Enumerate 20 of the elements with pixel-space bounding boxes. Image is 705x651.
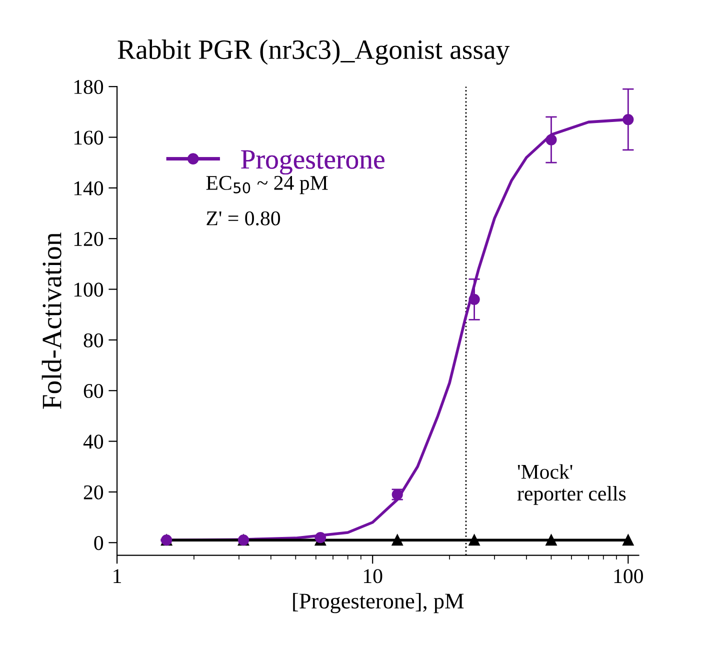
y-tick-label: 140 bbox=[74, 181, 104, 196]
chart-title: Rabbit PGR (nr3c3)_Agonist assay bbox=[118, 40, 510, 65]
y-axis-title: Fold-Activation bbox=[42, 232, 62, 409]
x-tick-label: 100 bbox=[614, 569, 643, 584]
x-tick-label: 10 bbox=[364, 569, 382, 584]
y-tick-label: 120 bbox=[74, 232, 104, 246]
x-axis-title: [Progesterone], pM bbox=[293, 592, 464, 614]
y-tick-label: 80 bbox=[84, 333, 104, 348]
y-tick-label: 0 bbox=[94, 536, 104, 550]
series-label: 'Mock' reporter cells bbox=[517, 464, 626, 505]
y-tick-label: 60 bbox=[84, 384, 104, 398]
legend-label: Progesterone bbox=[241, 150, 384, 175]
y-tick-label: 100 bbox=[74, 282, 104, 297]
y-tick-label: 40 bbox=[83, 434, 104, 449]
annotation: EC$_{50}$ ~ 24 pM bbox=[206, 176, 328, 194]
y-tick-label: 20 bbox=[84, 485, 104, 500]
annotation: Z' = 0.80 bbox=[206, 211, 280, 226]
y-tick-label: 160 bbox=[74, 130, 104, 145]
x-tick-label: 1 bbox=[114, 569, 121, 583]
y-tick-label: 180 bbox=[74, 80, 104, 94]
